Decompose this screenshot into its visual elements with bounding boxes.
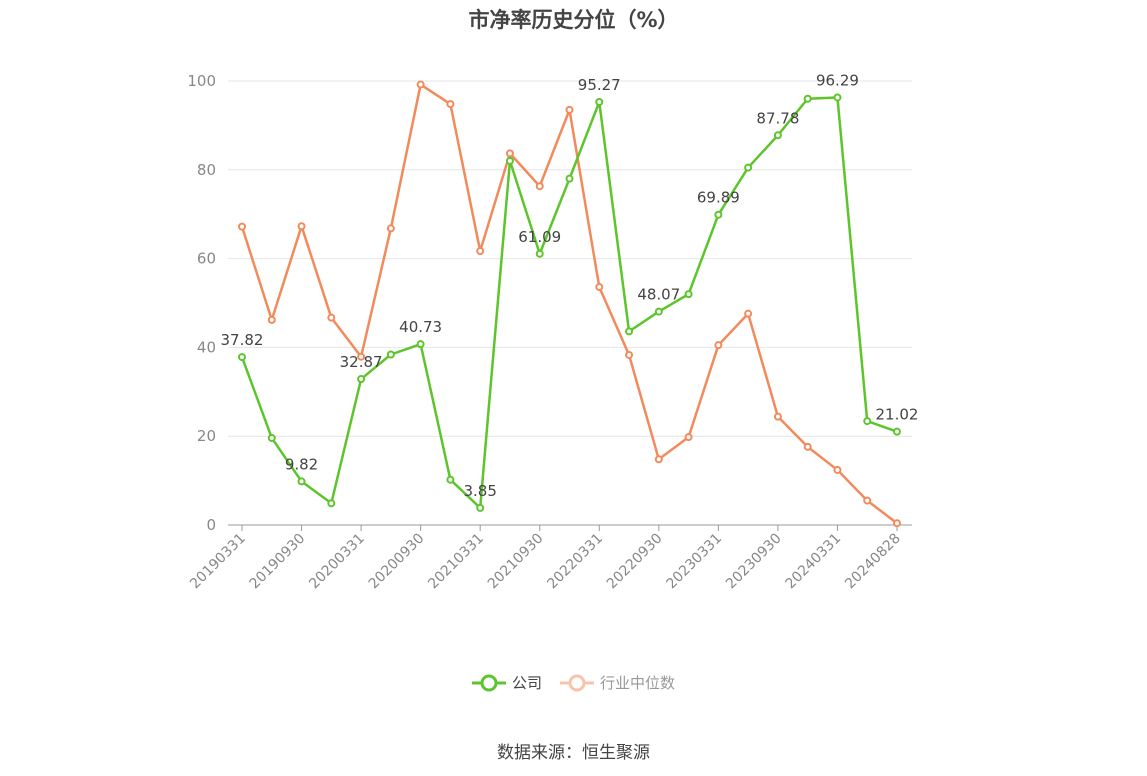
data-point-company: [386, 350, 395, 359]
line-chart: 0 20 40 60 80 100 2019033120190930202003312020…: [187, 71, 919, 592]
data-label-company: 69.89: [697, 189, 740, 207]
data-point-industry-median: [386, 224, 395, 233]
data-point-industry-median: [803, 442, 812, 451]
y-tick-label: 80: [197, 161, 216, 179]
x-tick-label: 20240331: [783, 531, 845, 593]
legend-item-industry-median[interactable]: 行业中位数: [560, 672, 675, 693]
series-line-industry-median: [240, 83, 898, 525]
data-point-industry-median: [535, 182, 544, 191]
data-label-company: 3.85: [463, 482, 496, 500]
legend-label-company: 公司: [511, 674, 542, 692]
axes: 0 20 40 60 80 100 2019033120190930202003312020…: [187, 72, 912, 592]
data-label-company: 48.07: [637, 286, 680, 304]
chart-title: 市净率历史分位（%）: [468, 8, 679, 32]
y-tick-label: 60: [197, 250, 216, 268]
data-point-industry-median: [416, 80, 425, 89]
x-tick-label: 20220331: [544, 531, 606, 593]
data-point-industry-median: [297, 222, 306, 231]
legend: 公司 行业中位数: [0, 672, 1147, 693]
y-tick-label: 0: [206, 516, 216, 534]
data-point-industry-median: [505, 149, 514, 158]
x-tick-label: 20200930: [366, 531, 428, 593]
data-point-company: [833, 93, 842, 102]
legend-line-circle-icon: [471, 674, 506, 691]
x-tick-label: 20190930: [247, 531, 309, 593]
data-point-company: [505, 156, 514, 165]
x-tick-label: 20190331: [187, 531, 249, 593]
x-tick-label: 20200331: [306, 531, 368, 593]
data-point-industry-median: [238, 222, 246, 231]
legend-label-industry-median: 行业中位数: [600, 674, 676, 692]
data-point-industry-median: [357, 352, 366, 361]
data-point-company: [238, 353, 246, 362]
data-label-company: 21.02: [876, 406, 919, 424]
x-tick-label: 20240828: [842, 531, 904, 593]
data-point-company: [446, 475, 455, 484]
grid-lines: [228, 80, 912, 437]
data-point-industry-median: [893, 519, 901, 528]
data-point-company: [565, 174, 574, 183]
data-point-company: [893, 427, 901, 436]
series-layer: [238, 80, 901, 528]
data-label-company: 32.87: [340, 353, 383, 371]
series-line-company: [240, 96, 898, 510]
data-point-industry-median: [744, 309, 753, 318]
data-point-company: [297, 477, 306, 486]
data-point-company: [803, 94, 812, 103]
y-tick-label: 40: [197, 338, 216, 356]
data-point-industry-median: [327, 313, 336, 322]
data-point-company: [654, 307, 663, 316]
data-point-company: [416, 340, 425, 349]
data-point-industry-median: [625, 350, 634, 359]
data-point-industry-median: [833, 465, 842, 474]
data-label-company: 61.09: [518, 228, 561, 246]
data-point-company: [357, 375, 366, 384]
data-label-company: 95.27: [578, 76, 621, 94]
data-point-industry-median: [773, 412, 782, 421]
x-tick-label: 20230930: [723, 531, 785, 593]
data-label-company: 96.29: [816, 71, 859, 89]
data-point-company: [773, 131, 782, 140]
data-labels: 37.82 9.82 32.87 40.73 3.85 61.09 95.27 48.07 69…: [221, 71, 919, 499]
y-tick-label: 20: [197, 427, 216, 445]
data-point-industry-median: [565, 105, 574, 114]
y-tick-label: 100: [187, 72, 216, 90]
data-point-company: [535, 249, 544, 258]
data-point-company: [744, 163, 753, 172]
data-point-company: [595, 98, 604, 107]
data-source: 数据来源：恒生聚源: [497, 743, 650, 763]
data-point-industry-median: [654, 455, 663, 464]
data-point-company: [684, 290, 693, 299]
legend-line-circle-icon: [560, 674, 594, 691]
x-tick-label: 20210331: [425, 531, 487, 593]
data-point-company: [476, 503, 485, 512]
data-label-company: 40.73: [399, 318, 442, 336]
data-label-company: 37.82: [221, 331, 264, 349]
data-point-company: [863, 417, 872, 426]
data-point-company: [267, 433, 276, 442]
data-point-company: [625, 327, 634, 336]
data-point-company: [714, 210, 723, 219]
x-tick-label: 20210930: [485, 531, 547, 593]
data-label-company: 9.82: [285, 455, 318, 473]
data-point-company: [327, 499, 336, 508]
data-point-industry-median: [267, 315, 276, 324]
data-point-industry-median: [714, 341, 723, 350]
x-tick-label: 20220930: [604, 531, 666, 593]
data-label-company: 87.78: [756, 109, 799, 127]
data-point-industry-median: [476, 247, 485, 256]
legend-item-company[interactable]: 公司: [471, 672, 542, 693]
data-point-industry-median: [684, 433, 693, 442]
data-point-industry-median: [595, 283, 604, 292]
x-tick-label: 20230331: [663, 531, 725, 593]
data-point-industry-median: [863, 496, 872, 505]
data-point-industry-median: [446, 100, 455, 109]
